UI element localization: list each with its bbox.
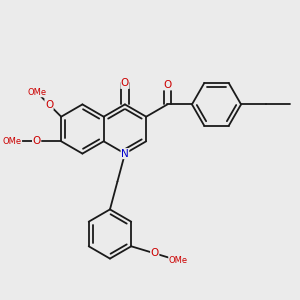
Text: O: O bbox=[151, 248, 159, 258]
Text: OMe: OMe bbox=[27, 88, 46, 97]
Text: O: O bbox=[163, 80, 172, 90]
Text: N: N bbox=[121, 148, 129, 159]
Text: O: O bbox=[45, 100, 53, 110]
Text: OMe: OMe bbox=[169, 256, 188, 265]
Text: O: O bbox=[121, 78, 129, 88]
Text: OMe: OMe bbox=[2, 137, 22, 146]
Text: O: O bbox=[32, 136, 41, 146]
